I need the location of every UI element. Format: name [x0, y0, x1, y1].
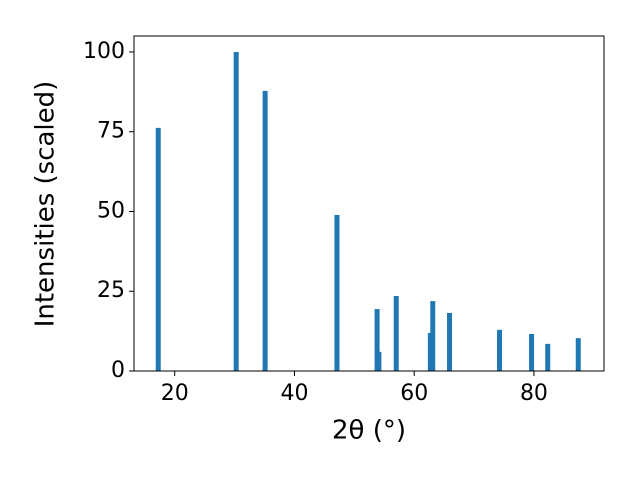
- plot-frame: [133, 35, 605, 372]
- bar: [575, 338, 581, 371]
- y-tick-label: 50: [97, 198, 125, 223]
- bar: [334, 214, 340, 371]
- bar: [447, 312, 453, 371]
- bar: [545, 343, 551, 371]
- y-axis-label: Intensities (scaled): [31, 81, 61, 328]
- bar: [262, 90, 268, 371]
- bar: [497, 329, 503, 371]
- bar: [430, 301, 436, 371]
- x-axis-label: 2θ (°): [332, 416, 406, 446]
- bar: [155, 127, 161, 371]
- y-tick-label: 75: [97, 119, 125, 144]
- bar: [529, 333, 535, 371]
- y-tick-label: 25: [97, 278, 125, 303]
- y-tick-label: 0: [111, 358, 125, 383]
- x-tick-label: 60: [400, 381, 428, 406]
- x-tick-label: 80: [520, 381, 548, 406]
- bar: [376, 351, 382, 371]
- bar: [233, 51, 239, 371]
- y-tick-label: 100: [83, 39, 125, 64]
- bar: [374, 309, 380, 371]
- x-tick-label: 40: [280, 381, 308, 406]
- bar: [393, 296, 399, 371]
- x-tick-label: 20: [161, 381, 189, 406]
